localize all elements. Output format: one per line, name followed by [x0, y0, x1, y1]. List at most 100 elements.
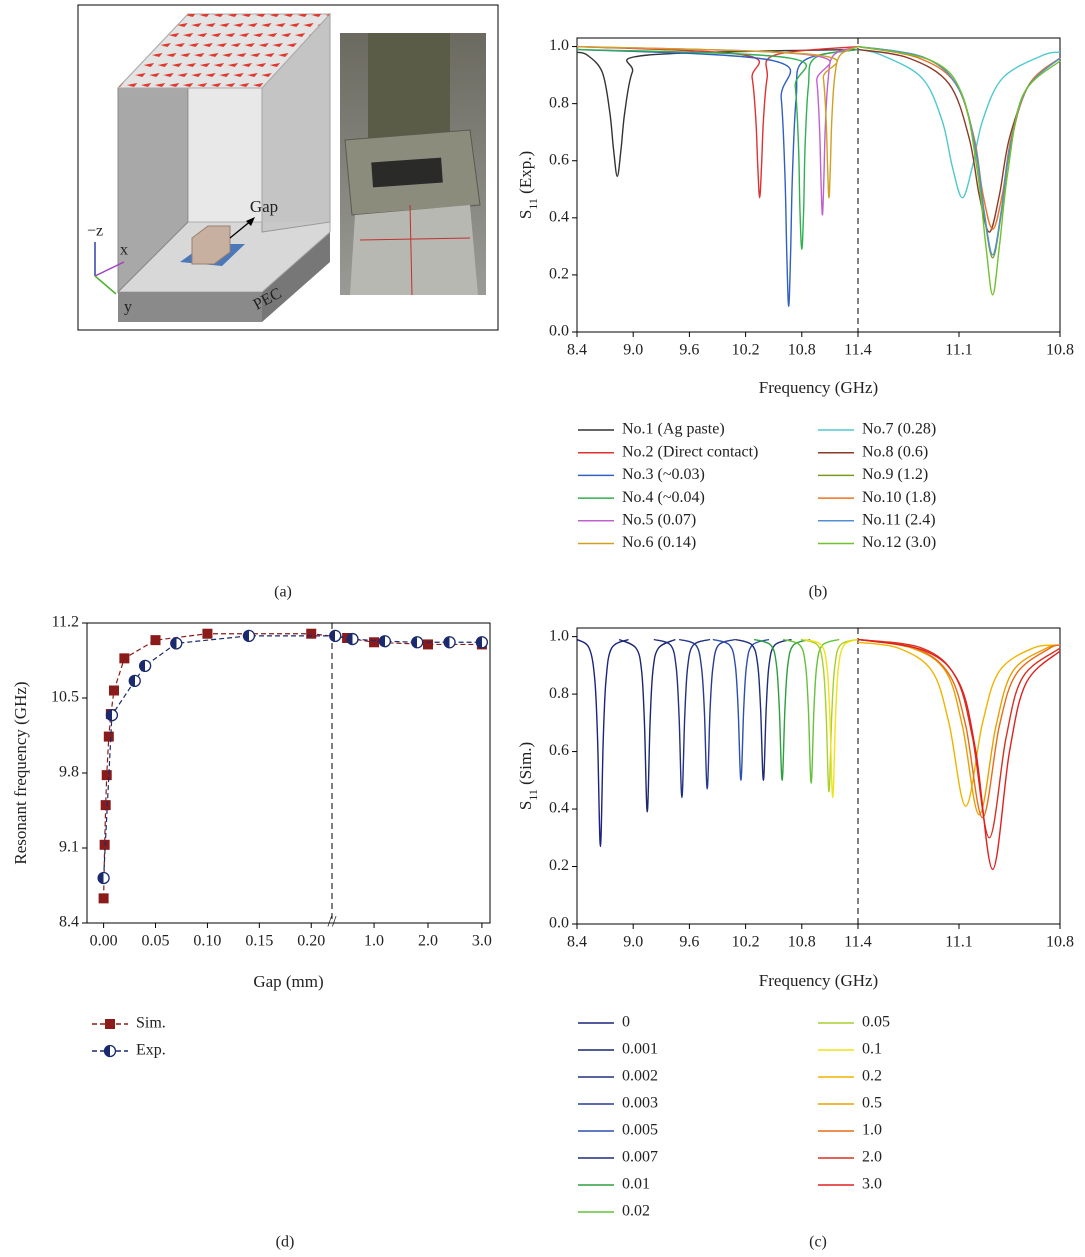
legend-label: No.3 (~0.03): [622, 466, 705, 483]
marker: [443, 636, 456, 649]
legend-label: 0.02: [622, 1203, 650, 1220]
y-axis-label-part: (Exp.): [516, 151, 535, 198]
marker: [103, 731, 114, 742]
legend-label: Exp.: [136, 1042, 166, 1059]
legend-label: No.2 (Direct contact): [622, 443, 758, 460]
photo-plate: [350, 205, 478, 295]
y-tick-label: 0.2: [549, 266, 569, 283]
y-axis-label-part: (Sim.): [516, 742, 535, 789]
x-tick-label: 2.0: [418, 933, 438, 950]
series-line: [103, 633, 482, 899]
y-axis-label: S11 (Sim.): [516, 742, 540, 810]
series-line: [576, 48, 859, 250]
series-line: [618, 638, 676, 813]
y-tick-label: 9.1: [59, 839, 79, 856]
series-line: [800, 638, 858, 793]
series-line: [857, 48, 1061, 233]
y-tick-label: 11.2: [52, 614, 79, 631]
x-tick-label: 10.2: [732, 342, 760, 359]
y-tick-label: 0.2: [549, 857, 569, 874]
marker: [108, 685, 119, 696]
x-tick-label: 8.4: [567, 934, 587, 951]
x-tick-label: 11.4: [844, 934, 871, 951]
y-axis-label: S11 (Exp.): [516, 151, 540, 219]
marker: [378, 635, 391, 648]
legend-label: No.11 (2.4): [862, 511, 936, 528]
legend-label: No.12 (3.0): [862, 534, 936, 551]
legend-label: 0.003: [622, 1095, 658, 1112]
y-tick-label: 0.8: [549, 94, 569, 111]
x-tick-label: 10.8: [1046, 934, 1074, 951]
x-tick-label: 9.6: [679, 934, 699, 951]
y-tick-label: 0.4: [549, 208, 569, 225]
x-axis-label: Frequency (GHz): [759, 971, 878, 990]
marker: [369, 637, 380, 648]
series-line: [712, 638, 770, 782]
series-line: [576, 45, 859, 216]
legend-label: 0.005: [622, 1122, 658, 1139]
series-line: [857, 45, 1061, 256]
legend-label: 0.01: [622, 1176, 650, 1193]
photo-mark: [359, 237, 471, 241]
x-tick-label: 10.8: [788, 342, 816, 359]
y-axis-label-part: 11: [526, 789, 540, 801]
marker: [138, 659, 152, 673]
legend-label: 2.0: [862, 1149, 882, 1166]
marker: [242, 629, 256, 643]
marker: [101, 770, 112, 781]
x-tick-label: 0.00: [90, 933, 118, 950]
y-tick-label: 9.8: [59, 764, 79, 781]
caption: (b): [809, 584, 828, 601]
x-tick-label: 0.15: [245, 933, 273, 950]
marker: [105, 708, 119, 722]
pec-front: [118, 292, 262, 322]
legend-label: 3.0: [862, 1176, 882, 1193]
series-line: [857, 638, 1061, 816]
y-axis-label: Resonant frequency (GHz): [11, 681, 30, 864]
legend-label: 0.002: [622, 1068, 658, 1085]
series-line: [857, 45, 1061, 259]
axis-x: [94, 261, 125, 277]
marker: [99, 839, 110, 850]
legend-label: No.1 (Ag paste): [622, 421, 725, 438]
y-axis-label-part: S: [516, 210, 535, 219]
x-tick-label: 0.20: [297, 933, 325, 950]
photo-mark: [409, 204, 413, 296]
chart: // 8.4 9.1 9.8 10.5 11.2 0.00 0.05 0.10 0.15 0.20 1…: [11, 614, 492, 1251]
plot-frame: [576, 37, 1061, 333]
legend-label: No.8 (0.6): [862, 443, 928, 460]
series-line: [576, 638, 629, 848]
marker: [98, 893, 109, 904]
series-line: [103, 635, 482, 879]
series-line: [576, 45, 859, 199]
legend-label: 0: [622, 1014, 630, 1031]
marker: [119, 653, 130, 664]
axis-label: x: [120, 242, 128, 259]
series-line: [653, 638, 711, 799]
series-line: [576, 48, 859, 308]
y-tick-label: 0.0: [549, 915, 569, 932]
series-line: [735, 638, 792, 782]
chart: 0.0 0.2 0.4 0.6 0.8 1.0 8.4 9.0 9.6 10.2 10.8 11.4 1…: [516, 37, 1074, 600]
x-tick-label: 10.8: [788, 934, 816, 951]
x-tick-label: 0.10: [193, 933, 221, 950]
legend-label: No.6 (0.14): [622, 534, 696, 551]
marker: [97, 871, 110, 885]
caption: (d): [276, 1234, 295, 1251]
legend-marker: [105, 1019, 115, 1029]
photo-slot: [371, 157, 443, 188]
x-axis-label: Frequency (GHz): [759, 378, 878, 397]
x-tick-label: 0.05: [142, 933, 170, 950]
gap-label: Gap: [250, 197, 278, 216]
panel-a: −z x y Gap PEC (a): [77, 4, 499, 601]
photo-cylinder: [368, 33, 450, 143]
y-tick-label: 0.8: [549, 685, 569, 702]
legend-label: No.7 (0.28): [862, 421, 936, 438]
chart: 0.0 0.2 0.4 0.6 0.8 1.0 8.4 9.0 9.6 10.2 10.8 11.4 1…: [516, 627, 1074, 1250]
break-mark: //: [328, 914, 337, 931]
legend-label: No.10 (1.8): [862, 489, 936, 506]
marker: [150, 635, 161, 646]
y-tick-label: 0.0: [549, 323, 569, 340]
